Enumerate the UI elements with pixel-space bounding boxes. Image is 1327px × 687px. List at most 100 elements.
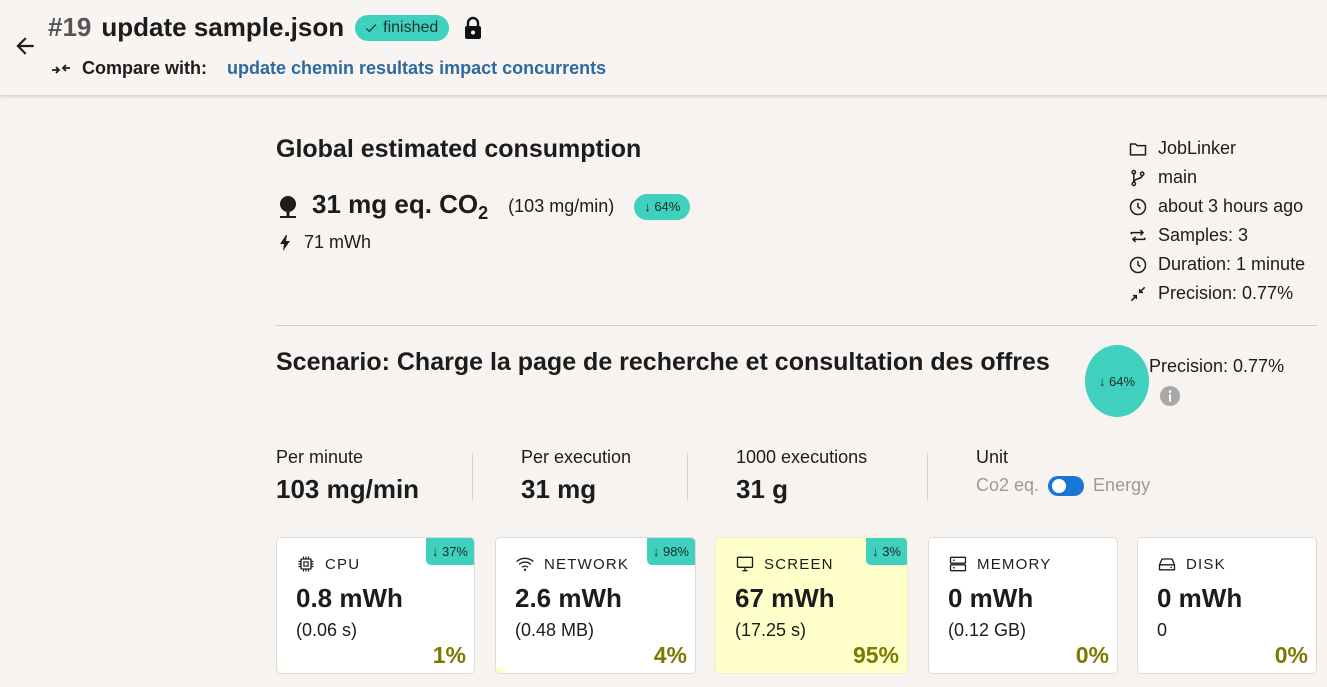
component-card-network[interactable]: ↓ 98% NETWORK 2.6 mWh (0.48 MB) 4% <box>495 537 696 674</box>
title-row: #19 update sample.json finished <box>48 12 487 43</box>
energy-value: 71 mWh <box>304 232 372 252</box>
card-diff-badge: ↓ 98% <box>646 538 695 565</box>
card-percent: 4% <box>653 642 687 668</box>
page-title: update sample.json <box>101 12 345 42</box>
stat-value: 31 g <box>736 474 789 504</box>
co2-subscript: 2 <box>478 203 489 224</box>
stat-value: 31 mg <box>521 474 597 504</box>
meta-text: JobLinker <box>1158 138 1237 158</box>
card-name: SCREEN <box>764 555 834 573</box>
component-card-memory[interactable]: MEMORY 0 mWh (0.12 GB) 0% <box>928 537 1118 674</box>
unit-toggle-switch[interactable] <box>1048 475 1085 496</box>
card-name: CPU <box>325 555 361 573</box>
card-header: NETWORK <box>515 554 629 574</box>
stat-value: 103 mg/min <box>276 474 420 504</box>
co2-row: 31 mg eq. CO2 (103 mg/min) ↓ 64% <box>276 189 691 224</box>
card-energy: 0.8 mWh <box>296 583 403 613</box>
card-header: SCREEN <box>735 554 834 574</box>
global-consumption-title: Global estimated consumption <box>276 135 642 163</box>
card-percent: 0% <box>1075 642 1109 668</box>
card-diff-badge: ↓ 3% <box>866 538 907 565</box>
stat-separator <box>687 453 688 501</box>
meta-text: Precision: 0.77% <box>1158 283 1294 303</box>
compare-arrows-icon <box>52 63 70 74</box>
co2-rate: (103 mg/min) <box>508 196 615 217</box>
card-energy: 0 mWh <box>948 583 1034 613</box>
bolt-icon <box>280 234 290 251</box>
card-detail: (0.12 GB) <box>948 620 1027 640</box>
section-divider <box>276 325 1317 326</box>
meta-duration: Duration: 1 minute <box>1128 250 1305 279</box>
card-diff-badge: ↓ 37% <box>425 538 474 565</box>
card-detail: (0.06 s) <box>296 620 358 640</box>
component-card-screen[interactable]: ↓ 3% SCREEN 67 mWh (17.25 s) 95% <box>715 537 908 674</box>
meta-project: JobLinker <box>1128 134 1305 163</box>
unit-option-energy[interactable]: Energy <box>1093 475 1151 495</box>
global-diff-badge: ↓ 64% <box>634 193 691 220</box>
card-header: CPU <box>296 554 360 574</box>
branch-icon <box>1131 169 1145 186</box>
card-detail: 0 <box>1157 620 1168 640</box>
stat-separator <box>927 453 928 501</box>
share-bar <box>496 667 504 673</box>
card-energy: 2.6 mWh <box>515 583 622 613</box>
unit-label: Unit <box>976 447 1009 467</box>
run-meta-list: JobLinker main about 3 hours ago Samples… <box>1128 134 1305 308</box>
info-icon[interactable] <box>1160 386 1180 406</box>
co2-value: 31 mg eq. CO2 <box>312 189 488 224</box>
meta-text: Duration: 1 minute <box>1158 254 1306 274</box>
disk-icon <box>1158 558 1176 571</box>
memory-icon <box>949 556 967 572</box>
cpu-icon <box>298 556 314 572</box>
stat-unit: Unit Co2 eq. Energy <box>976 447 1150 496</box>
meta-samples: Samples: 3 <box>1128 221 1305 250</box>
share-bar <box>277 667 279 673</box>
card-percent: 0% <box>1274 642 1308 668</box>
component-card-cpu[interactable]: ↓ 37% CPU 0.8 mWh (0.06 s) 1% <box>276 537 475 674</box>
wifi-icon <box>516 557 534 571</box>
repeat-icon <box>1130 229 1146 242</box>
card-percent: 1% <box>432 642 466 668</box>
meta-date: about 3 hours ago <box>1128 192 1305 221</box>
page-header: #19 update sample.json finished Compare … <box>0 0 1327 96</box>
stat-label: Per minute <box>276 447 364 467</box>
clock-icon <box>1129 198 1147 215</box>
scenario-diff-badge: ↓ 64% <box>1085 345 1149 417</box>
meta-text: about 3 hours ago <box>1158 196 1304 216</box>
card-percent: 95% <box>852 642 899 668</box>
scenario-stats: Per minute 103 mg/min Per execution 31 m… <box>276 447 1317 507</box>
card-name: MEMORY <box>977 555 1052 573</box>
card-energy: 0 mWh <box>1157 583 1243 613</box>
card-name: NETWORK <box>544 555 630 573</box>
status-badge: finished <box>355 14 450 41</box>
toggle-knob <box>1052 478 1067 493</box>
scenario-title: Scenario: Charge la page de recherche et… <box>276 348 1050 376</box>
stat-per-minute: Per minute 103 mg/min <box>276 447 419 505</box>
run-number: #19 <box>48 12 92 42</box>
back-arrow-icon[interactable] <box>12 33 38 59</box>
unit-toggle-row: Co2 eq. Energy <box>976 475 1150 496</box>
monitor-icon <box>736 556 754 572</box>
scenario-precision: Precision: 0.77% <box>1149 356 1285 376</box>
meta-text: main <box>1158 167 1198 187</box>
component-card-disk[interactable]: DISK 0 mWh 0 0% <box>1137 537 1317 674</box>
stat-per-execution: Per execution 31 mg <box>521 447 631 505</box>
check-icon <box>366 23 377 32</box>
compare-link[interactable]: update chemin resultats impact concurren… <box>227 58 607 78</box>
card-header: DISK <box>1157 554 1226 574</box>
status-label: finished <box>383 18 439 36</box>
energy-row: 71 mWh <box>280 232 371 253</box>
folder-icon <box>1129 142 1147 156</box>
stat-thousand-executions: 1000 executions 31 g <box>736 447 867 505</box>
stat-label: Per execution <box>521 447 632 467</box>
card-detail: (17.25 s) <box>735 620 807 640</box>
stat-label: 1000 executions <box>736 447 868 467</box>
card-header: MEMORY <box>948 554 1051 574</box>
share-bar <box>716 667 898 673</box>
unit-option-co2[interactable]: Co2 eq. <box>976 475 1040 495</box>
tree-icon <box>280 195 296 218</box>
co2-value-main: 31 mg eq. CO <box>312 189 479 219</box>
meta-text: Samples: 3 <box>1158 225 1249 245</box>
compare-label: Compare with: <box>82 58 208 78</box>
lock-icon <box>463 15 487 41</box>
